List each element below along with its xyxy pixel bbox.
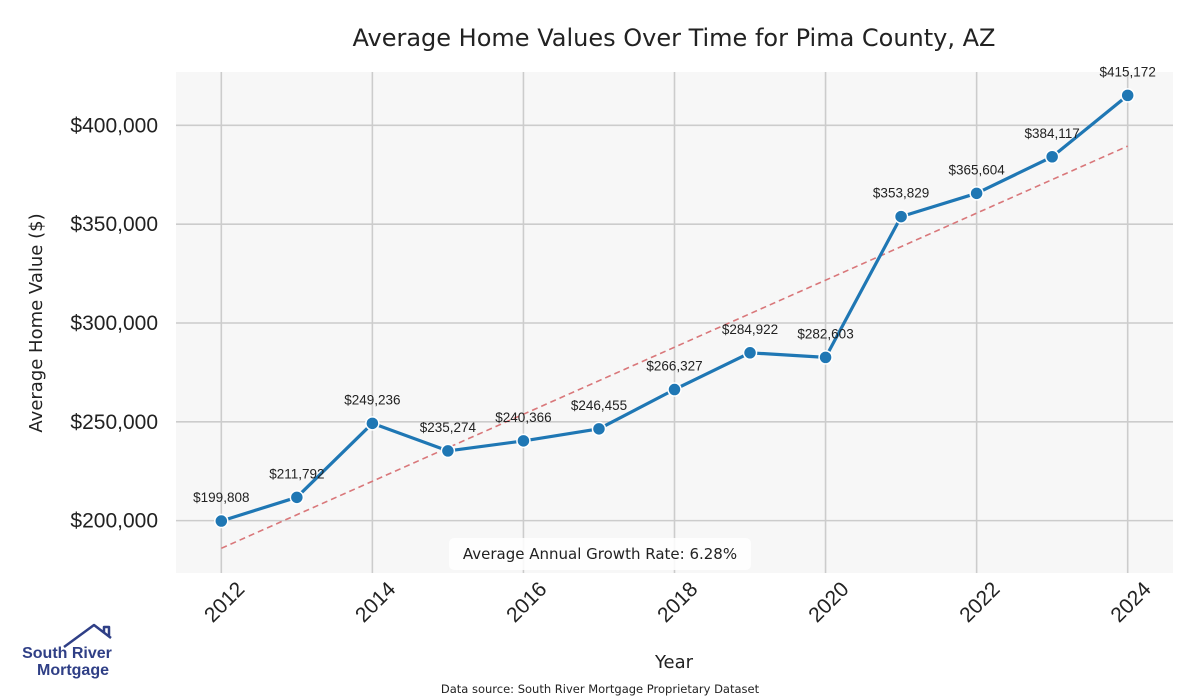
data-label: $246,455 <box>571 398 627 413</box>
data-point <box>591 421 607 437</box>
data-label: $235,274 <box>420 420 477 435</box>
data-point <box>742 345 758 361</box>
logo-line-2: Mortgage <box>37 662 109 679</box>
chart-title: Average Home Values Over Time for Pima C… <box>353 24 996 52</box>
data-points <box>214 88 1135 529</box>
data-point <box>440 443 456 459</box>
data-point <box>969 186 984 201</box>
data-label: $240,366 <box>495 410 551 425</box>
annotation-box <box>449 538 751 570</box>
data-point <box>667 382 682 397</box>
grid <box>176 72 1173 573</box>
data-point <box>1044 149 1060 165</box>
data-label: $365,604 <box>948 162 1005 177</box>
data-label: $384,117 <box>1024 126 1079 141</box>
y-axis-label: Average Home Value ($) <box>26 213 47 432</box>
trend-line <box>220 145 1129 550</box>
y-tick-label: $350,000 <box>70 213 158 236</box>
data-label: $353,829 <box>873 186 929 201</box>
data-label: $199,808 <box>193 490 249 505</box>
y-tick-label: $300,000 <box>70 312 158 335</box>
data-point <box>365 416 380 431</box>
data-source-note: Data source: South River Mortgage Propri… <box>441 682 760 696</box>
data-point <box>516 433 531 449</box>
data-point <box>214 513 229 529</box>
data-label: $249,236 <box>344 392 400 407</box>
x-axis-label: Year <box>654 652 694 673</box>
data-point <box>893 209 909 224</box>
data-point <box>818 350 833 365</box>
logo-line-1: South River <box>22 645 112 662</box>
house-icon <box>63 623 112 649</box>
data-label: $282,603 <box>797 326 853 341</box>
growth-annotation: Average Annual Growth Rate: 6.28% <box>449 538 751 570</box>
logo: South River Mortgage <box>22 623 112 679</box>
annotation-text: Average Annual Growth Rate: 6.28% <box>463 545 737 563</box>
data-label: $211,792 <box>269 466 324 481</box>
data-label: $284,922 <box>722 322 778 337</box>
data-labels: $199,808 $211,792 $249,236 $235,274 $240,366… <box>193 64 1156 505</box>
data-label: $415,172 <box>1100 64 1156 79</box>
data-point <box>289 490 305 505</box>
y-tick-label: $250,000 <box>70 411 158 434</box>
y-tick-label: $200,000 <box>70 510 158 533</box>
data-label: $266,327 <box>646 359 702 374</box>
y-tick-labels: $200,000 $250,000 $300,000 $350,000 $400,000 <box>70 114 158 532</box>
y-tick-label: $400,000 <box>70 114 158 137</box>
data-point <box>1120 88 1135 103</box>
